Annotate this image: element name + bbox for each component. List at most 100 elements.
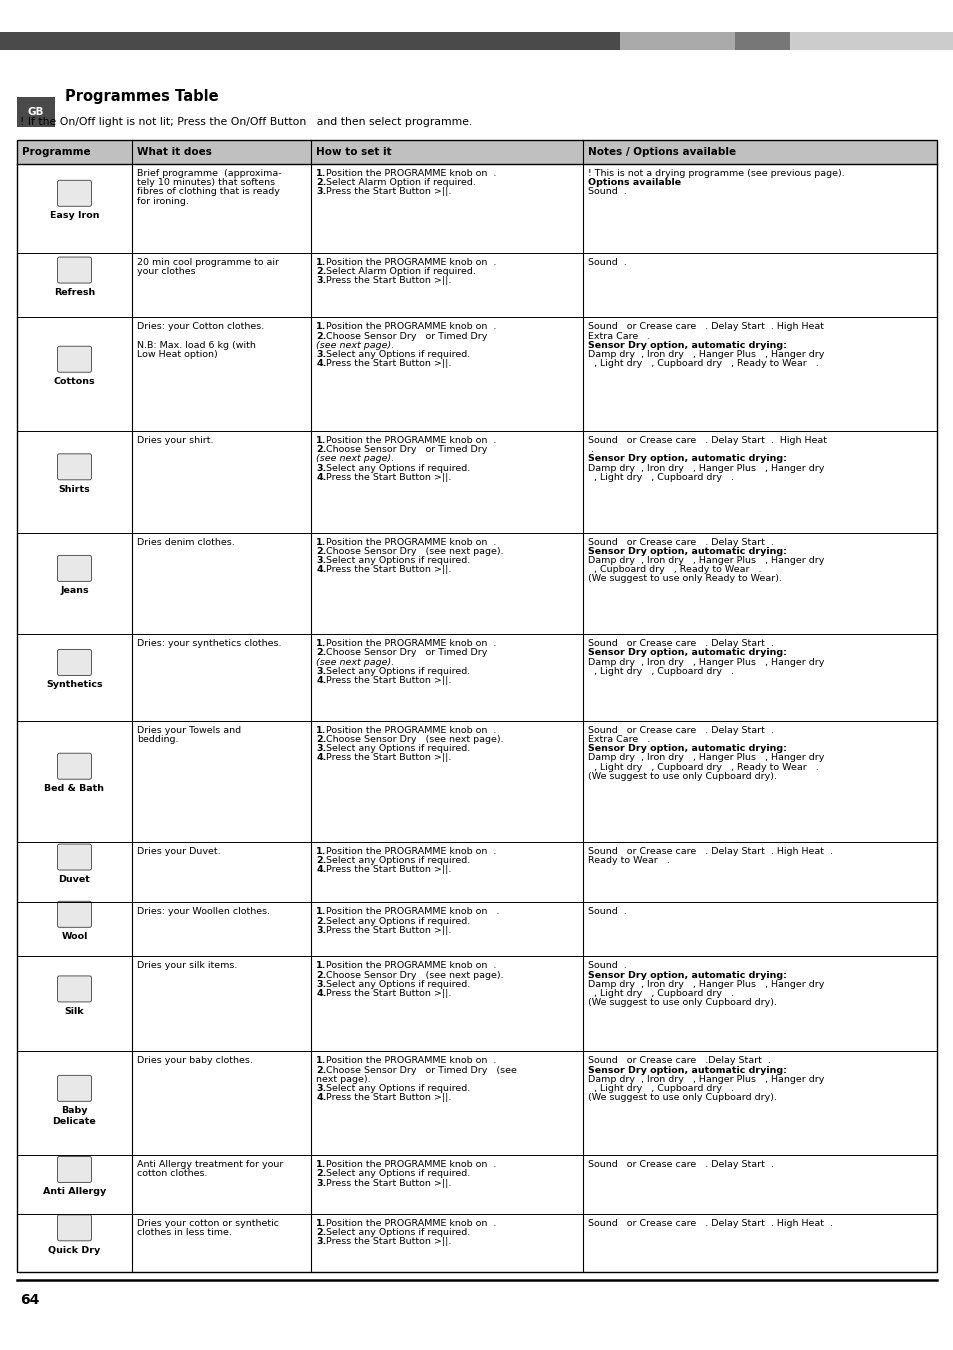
Text: Anti Allergy treatment for your: Anti Allergy treatment for your [137, 1160, 283, 1169]
FancyBboxPatch shape [57, 1076, 91, 1102]
Text: 2.: 2. [316, 1065, 327, 1075]
FancyBboxPatch shape [57, 844, 91, 869]
Text: (We suggest to use only Cupboard dry).: (We suggest to use only Cupboard dry). [587, 772, 776, 780]
Text: Low Heat option): Low Heat option) [137, 350, 217, 359]
Text: (We suggest to use only Cupboard dry).: (We suggest to use only Cupboard dry). [587, 998, 776, 1007]
Text: Position the PROGRAMME knob on   .: Position the PROGRAMME knob on . [326, 907, 499, 917]
Text: Position the PROGRAMME knob on  .: Position the PROGRAMME knob on . [326, 169, 497, 178]
Text: Choose Sensor Dry   (see next page).: Choose Sensor Dry (see next page). [326, 971, 503, 980]
Text: 1.: 1. [316, 323, 327, 332]
Text: 2.: 2. [316, 1169, 327, 1179]
Text: Select any Options if required.: Select any Options if required. [326, 1169, 470, 1179]
Text: , Cupboard dry   , Ready to Wear   .: , Cupboard dry , Ready to Wear . [587, 566, 760, 574]
Text: Press the Start Button >||.: Press the Start Button >||. [326, 359, 452, 369]
Text: Extra Care   .: Extra Care . [587, 332, 649, 340]
Text: Choose Sensor Dry   (see next page).: Choose Sensor Dry (see next page). [326, 734, 503, 744]
Text: , Light dry   , Cupboard dry   , Ready to Wear   .: , Light dry , Cupboard dry , Ready to We… [587, 763, 818, 771]
Text: Press the Start Button >||.: Press the Start Button >||. [326, 865, 452, 875]
Text: Sound  .: Sound . [587, 188, 626, 196]
Text: Damp dry  , Iron dry   , Hanger Plus   , Hanger dry: Damp dry , Iron dry , Hanger Plus , Hang… [587, 1075, 823, 1084]
Text: Damp dry  , Iron dry   , Hanger Plus   , Hanger dry: Damp dry , Iron dry , Hanger Plus , Hang… [587, 556, 823, 566]
Text: Position the PROGRAMME knob on  .: Position the PROGRAMME knob on . [326, 961, 497, 971]
Text: (see next page).: (see next page). [316, 657, 395, 667]
Text: Dries your cotton or synthetic: Dries your cotton or synthetic [137, 1219, 278, 1227]
Text: (We suggest to use only Cupboard dry).: (We suggest to use only Cupboard dry). [587, 1094, 776, 1103]
Text: 3.: 3. [316, 188, 326, 196]
Text: Damp dry  , Iron dry   , Hanger Plus   , Hanger dry: Damp dry , Iron dry , Hanger Plus , Hang… [587, 753, 823, 763]
Text: , Light dry   , Cupboard dry   , Ready to Wear   .: , Light dry , Cupboard dry , Ready to We… [587, 359, 818, 369]
Text: Select any Options if required.: Select any Options if required. [326, 463, 470, 472]
Text: Select any Options if required.: Select any Options if required. [326, 917, 470, 926]
Text: Select any Options if required.: Select any Options if required. [326, 744, 470, 753]
FancyBboxPatch shape [57, 1157, 91, 1183]
Text: for ironing.: for ironing. [137, 197, 189, 205]
Text: Sound   or Crease care   . Delay Start  .  High Heat: Sound or Crease care . Delay Start . Hig… [587, 436, 826, 446]
Text: 3.: 3. [316, 744, 326, 753]
Text: Duvet: Duvet [58, 875, 91, 884]
Text: (see next page).: (see next page). [316, 342, 395, 350]
Text: 3.: 3. [316, 275, 326, 285]
Text: 3.: 3. [316, 556, 326, 566]
Text: Sensor Dry option, automatic drying:: Sensor Dry option, automatic drying: [587, 547, 786, 556]
Text: Choose Sensor Dry   or Timed Dry: Choose Sensor Dry or Timed Dry [326, 332, 494, 340]
Text: 4.: 4. [316, 676, 327, 684]
Text: fibres of clothing that is ready: fibres of clothing that is ready [137, 188, 279, 196]
Text: 4.: 4. [316, 865, 327, 875]
Text: GB: GB [28, 107, 44, 117]
Text: Shirts: Shirts [58, 485, 91, 494]
Text: 1.: 1. [316, 639, 327, 648]
Text: Select any Options if required.: Select any Options if required. [326, 1084, 470, 1094]
Text: Sound  .: Sound . [587, 258, 626, 267]
Text: 1.: 1. [316, 726, 327, 734]
Text: 1.: 1. [316, 258, 327, 267]
Text: , Light dry   , Cupboard dry   .: , Light dry , Cupboard dry . [587, 1084, 733, 1094]
Text: Select any Options if required.: Select any Options if required. [326, 667, 470, 676]
FancyBboxPatch shape [57, 346, 91, 373]
Text: Dries your Towels and: Dries your Towels and [137, 726, 241, 734]
FancyBboxPatch shape [57, 555, 91, 582]
Text: your clothes: your clothes [137, 267, 195, 275]
Text: 2.: 2. [316, 1228, 327, 1237]
Text: Baby
Delicate: Baby Delicate [52, 1107, 96, 1126]
Text: Brief programme  (approxima-: Brief programme (approxima- [137, 169, 281, 178]
Text: Press the Start Button >||.: Press the Start Button >||. [326, 1237, 452, 1246]
FancyBboxPatch shape [57, 753, 91, 779]
Text: Position the PROGRAMME knob on  .: Position the PROGRAMME knob on . [326, 436, 497, 446]
Text: Programme: Programme [22, 147, 91, 157]
Text: Bed & Bath: Bed & Bath [45, 784, 105, 794]
Text: Wool: Wool [61, 933, 88, 941]
Text: Press the Start Button >||.: Press the Start Button >||. [326, 275, 452, 285]
Text: Position the PROGRAMME knob on  .: Position the PROGRAMME knob on . [326, 639, 497, 648]
Text: 3.: 3. [316, 463, 326, 472]
Text: Damp dry  , Iron dry   , Hanger Plus   , Hanger dry: Damp dry , Iron dry , Hanger Plus , Hang… [587, 463, 823, 472]
Text: Sound   or Crease care   .Delay Start  .: Sound or Crease care .Delay Start . [587, 1057, 770, 1065]
Text: Sound   or Crease care   . Delay Start  .: Sound or Crease care . Delay Start . [587, 726, 773, 734]
Text: (see next page).: (see next page). [316, 455, 395, 463]
Text: Press the Start Button >||.: Press the Start Button >||. [326, 753, 452, 763]
Text: Press the Start Button >||.: Press the Start Button >||. [326, 472, 452, 482]
Text: Select any Options if required.: Select any Options if required. [326, 556, 470, 566]
Text: 1.: 1. [316, 1219, 327, 1227]
Text: 1.: 1. [316, 537, 327, 547]
Text: (We suggest to use only Ready to Wear).: (We suggest to use only Ready to Wear). [587, 574, 781, 583]
Text: 2.: 2. [316, 856, 327, 865]
Text: Sound   or Crease care   . Delay Start  . High Heat: Sound or Crease care . Delay Start . Hig… [587, 323, 829, 332]
Text: Synthetics: Synthetics [46, 680, 103, 690]
Text: Choose Sensor Dry   or Timed Dry: Choose Sensor Dry or Timed Dry [326, 446, 494, 454]
Text: Dries: your Woollen clothes.: Dries: your Woollen clothes. [137, 907, 270, 917]
Text: bedding.: bedding. [137, 734, 178, 744]
Text: Position the PROGRAMME knob on  .: Position the PROGRAMME knob on . [326, 537, 497, 547]
Text: Choose Sensor Dry   or Timed Dry: Choose Sensor Dry or Timed Dry [326, 648, 494, 657]
Text: 2.: 2. [316, 917, 327, 926]
Text: Press the Start Button >||.: Press the Start Button >||. [326, 990, 452, 998]
Text: , Light dry   , Cupboard dry   .: , Light dry , Cupboard dry . [587, 990, 733, 998]
Text: Sensor Dry option, automatic drying:: Sensor Dry option, automatic drying: [587, 342, 786, 350]
Text: Sensor Dry option, automatic drying:: Sensor Dry option, automatic drying: [587, 1065, 786, 1075]
Text: cotton clothes.: cotton clothes. [137, 1169, 208, 1179]
FancyBboxPatch shape [57, 1215, 91, 1241]
Text: Options available: Options available [587, 178, 680, 188]
Text: Select any Options if required.: Select any Options if required. [326, 350, 470, 359]
Text: 2.: 2. [316, 734, 327, 744]
Text: Position the PROGRAMME knob on  .: Position the PROGRAMME knob on . [326, 258, 497, 267]
Text: Press the Start Button >||.: Press the Start Button >||. [326, 1094, 452, 1103]
